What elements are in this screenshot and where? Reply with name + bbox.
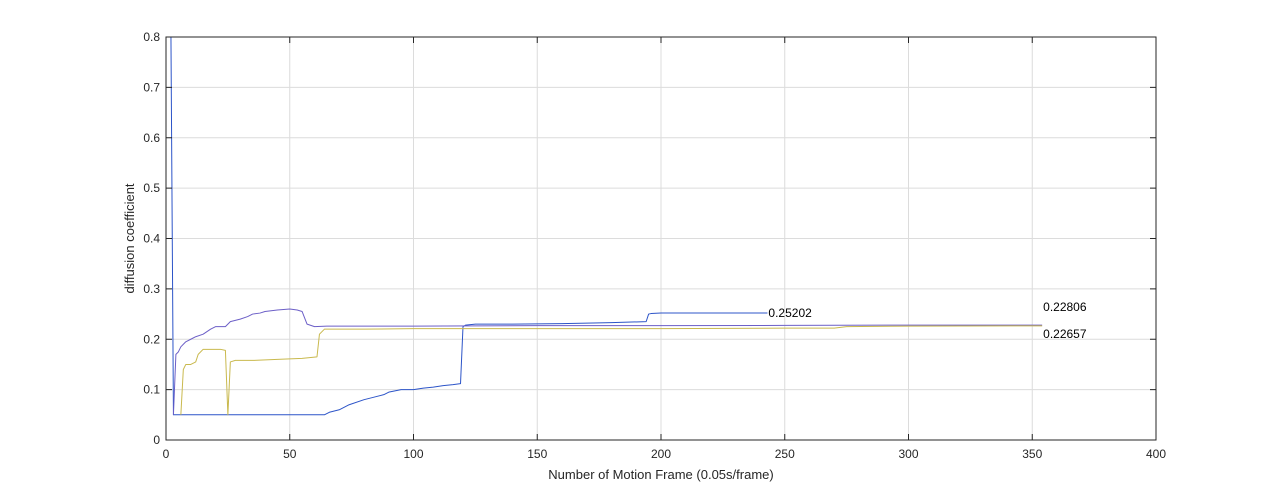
x-tick-label: 100: [403, 447, 423, 461]
y-tick-label: 0.2: [143, 332, 160, 346]
series-line-2: [172, 308, 1043, 415]
x-tick-label: 250: [775, 447, 795, 461]
x-tick-label: 350: [1022, 447, 1042, 461]
data-series: [170, 36, 1043, 416]
y-tick-label: 0.3: [143, 282, 160, 296]
x-tick-label: 400: [1146, 447, 1166, 461]
axis-ticks: 0 50 100 150 200 250 300 350 400 0 0.1 0.2 0.3 0.4 0.5…: [143, 30, 1166, 461]
x-tick-label: 0: [163, 447, 170, 461]
y-tick-label: 0.5: [143, 181, 160, 195]
series-line-1: [170, 36, 768, 416]
x-tick-label: 150: [527, 447, 547, 461]
y-tick-label: 0.4: [143, 232, 160, 246]
y-tick-label: 0.1: [143, 383, 160, 397]
y-axis-label: diffusion coefficient: [122, 183, 137, 293]
data-label: 0.22657: [1043, 327, 1087, 341]
series-line-3: [180, 325, 1043, 416]
y-tick-label: 0: [153, 433, 160, 447]
x-tick-label: 200: [651, 447, 671, 461]
x-tick-label: 300: [898, 447, 918, 461]
x-tick-label: 50: [283, 447, 297, 461]
grid-lines: [165, 36, 1157, 441]
x-axis-label: Number of Motion Frame (0.05s/frame): [548, 467, 773, 482]
y-tick-label: 0.7: [143, 80, 160, 94]
y-tick-label: 0.8: [143, 30, 160, 44]
y-tick-label: 0.6: [143, 131, 160, 145]
data-annotations: 0.25202 0.22806 0.22657: [768, 300, 1086, 341]
data-label: 0.22806: [1043, 300, 1087, 314]
data-label: 0.25202: [768, 306, 812, 320]
